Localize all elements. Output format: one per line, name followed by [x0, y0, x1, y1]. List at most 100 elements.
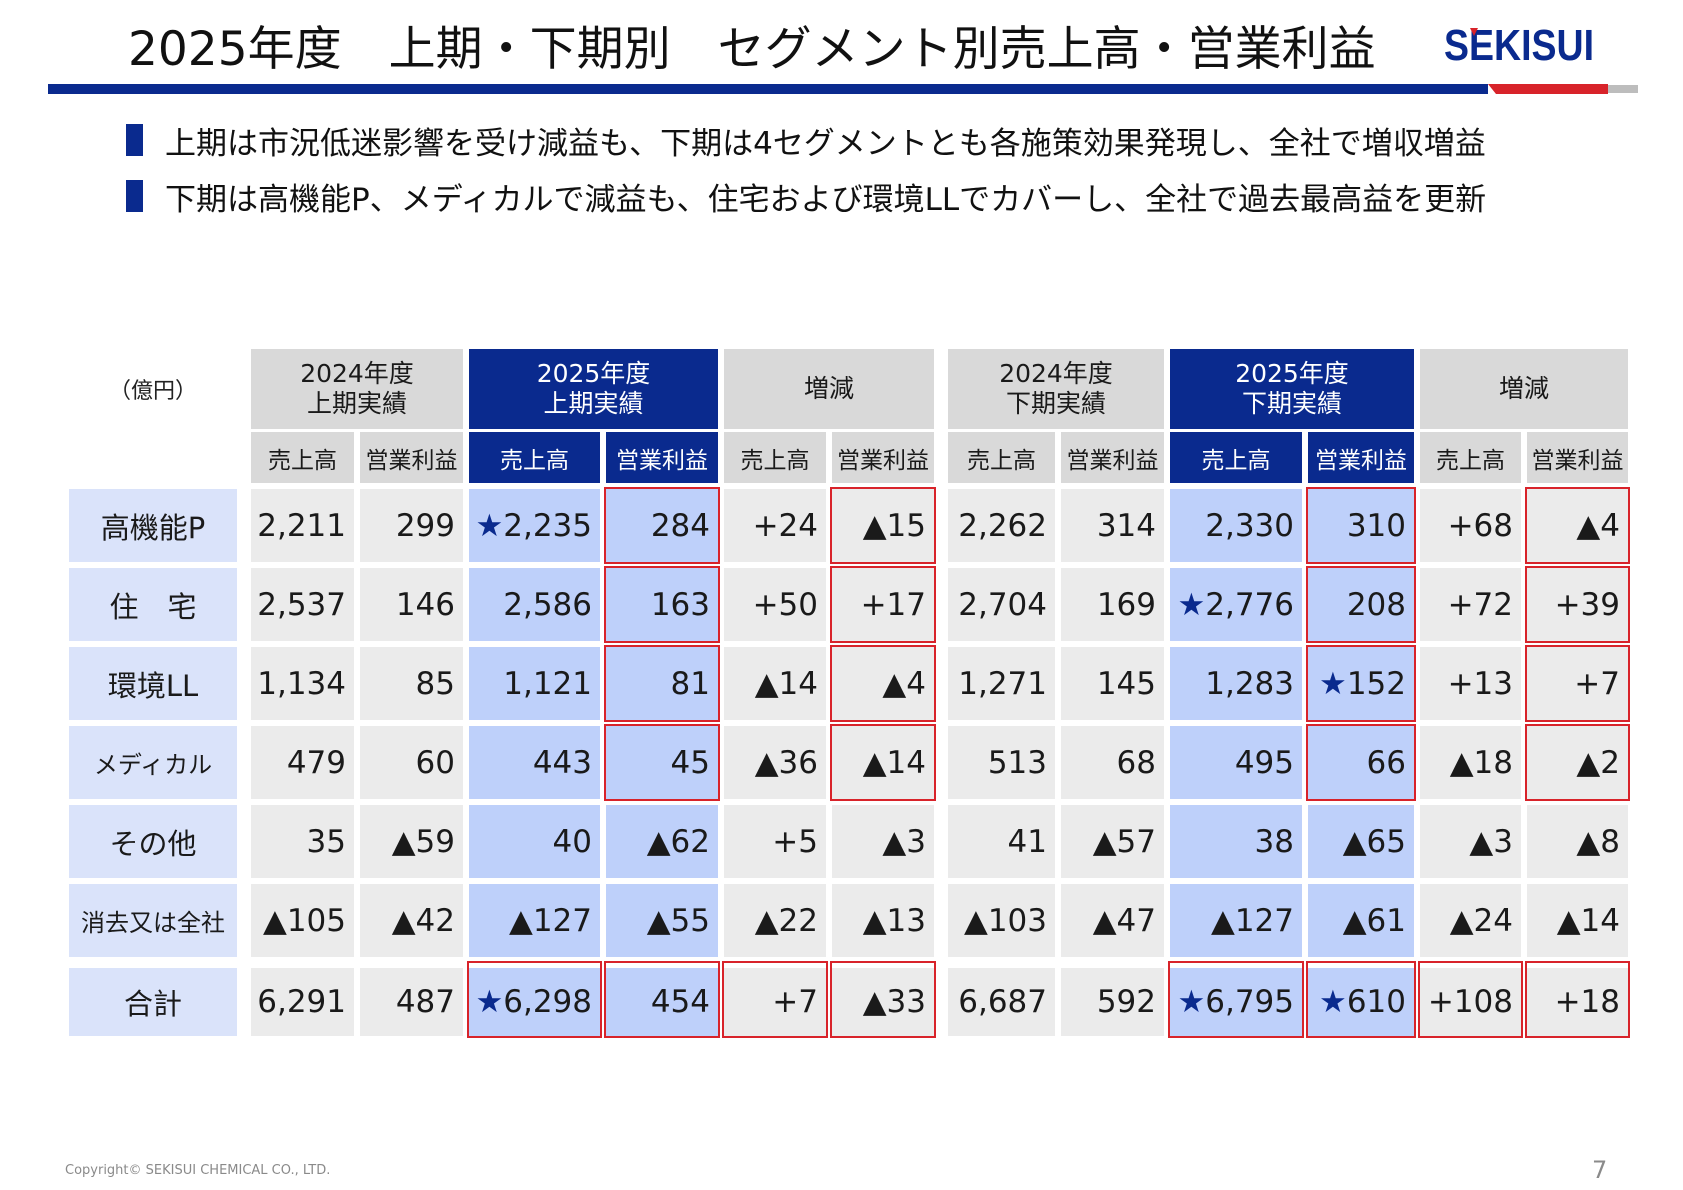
- title-underline: [48, 84, 1638, 94]
- sales-value: 2,704: [945, 565, 1058, 644]
- slide-title: 2025年度 上期・下期別 セグメント別売上高・営業利益: [128, 22, 1376, 77]
- sales-value: 513: [945, 723, 1058, 802]
- sales-value: 443: [466, 723, 603, 802]
- copyright-notice: Copyright© SEKISUI CHEMICAL CO., LTD.: [65, 1163, 331, 1178]
- blank-header-cell: [66, 432, 240, 486]
- sekisui-logo: SEKISUI: [1444, 21, 1594, 70]
- key-point: 下期は高機能P、メディカルで減益も、住宅および環境LLでカバーし、全社で過去最高…: [126, 168, 1486, 224]
- operating-income-value: 85: [357, 644, 466, 723]
- sales-value: +68: [1417, 486, 1524, 565]
- column-group-title: 2025年度: [1235, 359, 1349, 388]
- subheader-operating-income: 営業利益: [1524, 432, 1631, 486]
- subheader-operating-income: 営業利益: [829, 432, 937, 486]
- operating-income-value: 487: [357, 960, 466, 1039]
- record-high-star-icon: ★: [1177, 984, 1206, 1020]
- record-high-star-icon: ★: [1319, 665, 1347, 702]
- operating-income-value: 169: [1058, 565, 1167, 644]
- segment-label: メディカル: [66, 723, 240, 802]
- sales-value: ▲127: [1167, 881, 1305, 960]
- segment-results-table: （億円） 2024年度 上期実績 2025年度 上期実績 増減 2024年度 下期実績 2025…: [66, 346, 1631, 1039]
- subheader-sales: 売上高: [1167, 432, 1305, 486]
- operating-income-value: 145: [1058, 644, 1167, 723]
- segment-label: 住 宅: [66, 565, 240, 644]
- operating-income-value: ▲55: [603, 881, 721, 960]
- sales-value: ★2,776: [1167, 565, 1305, 644]
- segment-label: その他: [66, 802, 240, 881]
- operating-income-value: ▲14: [829, 723, 937, 802]
- sales-value: 1,271: [945, 644, 1058, 723]
- sales-value: 41: [945, 802, 1058, 881]
- sales-value: 6,687: [945, 960, 1058, 1039]
- operating-income-value: 284: [603, 486, 721, 565]
- sales-value: ▲22: [721, 881, 829, 960]
- cell-value: 6,298: [503, 984, 592, 1020]
- operating-income-value: +39: [1524, 565, 1631, 644]
- column-group-subtitle: 上期実績: [306, 389, 407, 418]
- operating-income-value: ▲59: [357, 802, 466, 881]
- column-group-header: 2025年度 下期実績: [1167, 346, 1417, 432]
- sales-value: 6,291: [248, 960, 357, 1039]
- segment-label: 高機能P: [66, 486, 240, 565]
- svg-text:SEKISUI: SEKISUI: [1444, 21, 1594, 70]
- unit-label: （億円）: [108, 379, 197, 404]
- subheader-sales: 売上高: [466, 432, 603, 486]
- operating-income-value: ▲8: [1524, 802, 1631, 881]
- sales-value: ▲24: [1417, 881, 1524, 960]
- sales-value: ▲3: [1417, 802, 1524, 881]
- record-high-star-icon: ★: [475, 507, 504, 544]
- table-row: 住 宅 2,537 146 2,586 163 +50 +17 2,704 169 ★2,776 2…: [66, 565, 1631, 644]
- sales-value: 495: [1167, 723, 1305, 802]
- operating-income-value: ▲65: [1305, 802, 1417, 881]
- operating-income-value: ▲61: [1305, 881, 1417, 960]
- column-group-title: 2024年度: [999, 359, 1113, 388]
- subheader-operating-income: 営業利益: [357, 432, 466, 486]
- column-group-header: 2024年度 上期実績: [248, 346, 466, 432]
- sales-value: +50: [721, 565, 829, 644]
- operating-income-value: 208: [1305, 565, 1417, 644]
- table-row: 消去又は全社 ▲105 ▲42 ▲127 ▲55 ▲22 ▲13 ▲103 ▲47 ▲127 ▲61…: [66, 881, 1631, 960]
- operating-income-value: 146: [357, 565, 466, 644]
- operating-income-value: ▲15: [829, 486, 937, 565]
- bullet-marker: [126, 180, 143, 212]
- subheader-operating-income: 営業利益: [603, 432, 721, 486]
- operating-income-value: ★152: [1305, 644, 1417, 723]
- subheader-sales: 売上高: [721, 432, 829, 486]
- subheader-operating-income: 営業利益: [1305, 432, 1417, 486]
- operating-income-value: 310: [1305, 486, 1417, 565]
- operating-income-value: 66: [1305, 723, 1417, 802]
- sales-value: 35: [248, 802, 357, 881]
- sales-value: ▲103: [945, 881, 1058, 960]
- column-group-header: 2024年度 下期実績: [945, 346, 1167, 432]
- operating-income-value: 299: [357, 486, 466, 565]
- key-points: 上期は市況低迷影響を受け減益も、下期は4セグメントとも各施策効果発現し、全社で増…: [126, 112, 1486, 224]
- operating-income-value: +7: [1524, 644, 1631, 723]
- operating-income-value: +18: [1524, 960, 1631, 1039]
- operating-income-value: ▲57: [1058, 802, 1167, 881]
- sales-value: +7: [721, 960, 829, 1039]
- subheader-sales: 売上高: [248, 432, 357, 486]
- record-high-star-icon: ★: [1319, 984, 1347, 1020]
- sales-value: ▲14: [721, 644, 829, 723]
- sales-value: +13: [1417, 644, 1524, 723]
- operating-income-value: 454: [603, 960, 721, 1039]
- column-group-header: 2025年度 上期実績: [466, 346, 721, 432]
- record-high-star-icon: ★: [475, 984, 504, 1020]
- sales-value: 38: [1167, 802, 1305, 881]
- sales-value: 1,283: [1167, 644, 1305, 723]
- sales-value: ★6,298: [466, 960, 603, 1039]
- cell-value: 6,795: [1205, 984, 1294, 1020]
- operating-income-value: 45: [603, 723, 721, 802]
- sales-value: 2,211: [248, 486, 357, 565]
- sales-value: 2,586: [466, 565, 603, 644]
- operating-income-value: ▲33: [829, 960, 937, 1039]
- operating-income-value: +17: [829, 565, 937, 644]
- sales-value: 1,121: [466, 644, 603, 723]
- sales-value: 2,262: [945, 486, 1058, 565]
- sales-value: ★2,235: [466, 486, 603, 565]
- operating-income-value: ▲3: [829, 802, 937, 881]
- total-row: 合計 6,291 487 ★6,298 454 +7 ▲33 6,687 592 ★6,795 ★6…: [66, 960, 1631, 1039]
- table-row: メディカル 479 60 443 45 ▲36 ▲14 513 68 495 66 ▲18 ▲2: [66, 723, 1631, 802]
- key-point-text: 下期は高機能P、メディカルで減益も、住宅および環境LLでカバーし、全社で過去最高…: [165, 181, 1487, 218]
- table-row: 高機能P 2,211 299 ★2,235 284 +24 ▲15 2,262 314 2,330…: [66, 486, 1631, 565]
- page-number: 7: [1592, 1156, 1608, 1184]
